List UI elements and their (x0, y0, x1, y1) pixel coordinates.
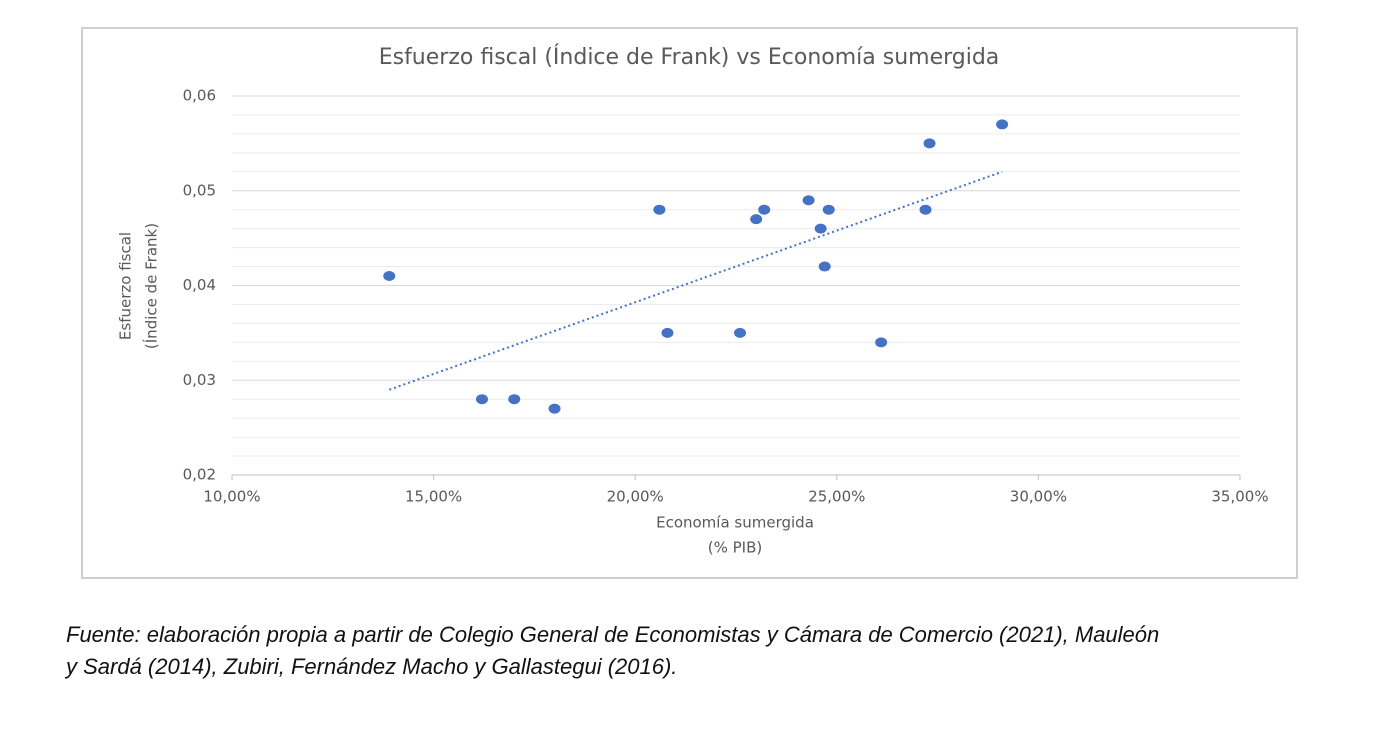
x-tick-label: 10,00% (203, 488, 260, 506)
point (661, 327, 674, 338)
point (750, 214, 763, 225)
point (802, 195, 815, 206)
x-axis-title: (% PIB) (708, 539, 763, 557)
x-tick-label: 25,00% (808, 488, 865, 506)
chart: Esfuerzo fiscal (Índice de Frank) vs Eco… (81, 27, 1298, 579)
caption: Fuente: elaboración propia a partir de C… (66, 622, 1160, 647)
point (875, 337, 888, 348)
y-tick-label: 0,06 (183, 87, 216, 105)
caption: y Sardá (2014), Zubiri, Fernández Macho … (66, 654, 678, 679)
point (923, 138, 936, 149)
y-tick-label: 0,05 (183, 181, 216, 199)
x-tick-label: 35,00% (1211, 488, 1268, 506)
x-tick-label: 20,00% (607, 488, 664, 506)
y-tick-label: 0,04 (183, 276, 216, 294)
x-axis-title: Economía sumergida (656, 514, 814, 532)
point (734, 327, 747, 338)
chart-title: Esfuerzo fiscal (Índice de Frank) vs Eco… (379, 44, 1000, 70)
point (919, 204, 932, 215)
y-axis-title: (Índice de Frank) (142, 223, 161, 349)
point (508, 394, 521, 405)
y-tick-label: 0,02 (183, 466, 216, 484)
point (758, 204, 771, 215)
point (822, 204, 835, 215)
trendline (388, 170, 1003, 391)
point (653, 204, 666, 215)
point (383, 271, 396, 282)
x-tick-label: 30,00% (1010, 488, 1067, 506)
point (814, 223, 827, 234)
y-tick-label: 0,03 (183, 371, 216, 389)
point (818, 261, 831, 272)
chart-border (81, 27, 1298, 579)
y-axis-title: Esfuerzo fiscal (117, 232, 135, 340)
point (475, 394, 488, 405)
point (548, 403, 561, 414)
point (996, 119, 1009, 130)
x-tick-label: 15,00% (405, 488, 462, 506)
